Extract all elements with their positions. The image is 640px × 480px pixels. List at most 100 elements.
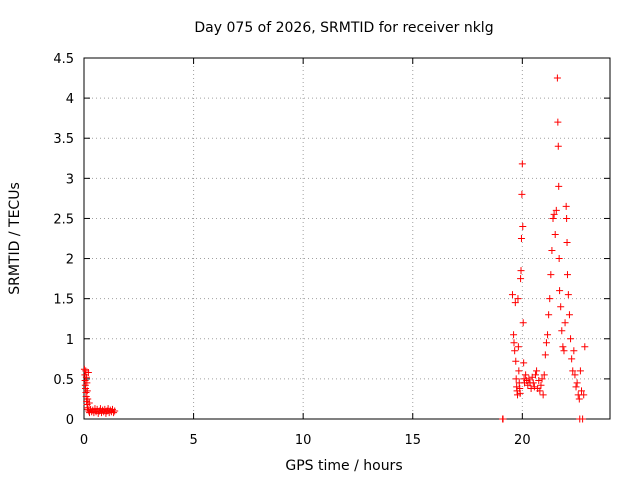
y-tick-label: 1.5 xyxy=(53,293,74,308)
data-point xyxy=(529,379,537,387)
chart-title: Day 075 of 2026, SRMTID for receiver nkl… xyxy=(194,20,493,36)
data-point xyxy=(537,381,545,389)
data-point xyxy=(554,142,562,150)
data-point xyxy=(499,415,507,423)
data-point xyxy=(565,311,573,319)
data-point xyxy=(572,383,580,391)
x-tick-label: 20 xyxy=(514,433,531,448)
data-point xyxy=(569,367,577,375)
plot-area-frame xyxy=(83,57,611,420)
data-point xyxy=(535,376,543,384)
y-tick-label: 0 xyxy=(66,413,74,428)
data-point xyxy=(516,389,524,397)
data-point xyxy=(579,415,587,423)
data-point xyxy=(533,367,541,375)
data-point xyxy=(84,395,92,403)
data-point xyxy=(538,375,546,383)
data-point xyxy=(546,295,554,303)
y-tick-label: 3.5 xyxy=(53,132,74,147)
data-point xyxy=(518,160,526,168)
data-point xyxy=(581,343,589,351)
data-point xyxy=(536,387,544,395)
data-point xyxy=(520,359,528,367)
data-point xyxy=(541,351,549,359)
data-point xyxy=(512,357,520,365)
data-point xyxy=(517,235,525,242)
data-point xyxy=(555,182,563,190)
data-point xyxy=(531,371,539,379)
data-point xyxy=(562,202,570,210)
data-point xyxy=(527,385,535,393)
data-point xyxy=(553,74,561,82)
data-point xyxy=(555,255,563,263)
data-point xyxy=(508,291,516,299)
data-point xyxy=(518,190,526,198)
data-point xyxy=(83,387,91,395)
data-point xyxy=(539,391,547,399)
x-tick-label: 5 xyxy=(189,433,197,448)
data-point xyxy=(561,319,569,327)
data-point xyxy=(564,291,572,299)
data-point xyxy=(514,343,522,351)
data-point xyxy=(84,368,92,376)
data-point xyxy=(519,222,527,230)
grid xyxy=(84,58,610,419)
data-point xyxy=(563,271,571,279)
data-point xyxy=(560,347,568,355)
data-point xyxy=(568,355,576,363)
data-point xyxy=(547,271,555,279)
data-point xyxy=(85,399,93,407)
data-point xyxy=(512,375,520,383)
data-point xyxy=(558,327,566,335)
x-tick-label: 10 xyxy=(295,433,312,448)
data-point xyxy=(111,407,119,415)
y-tick-label: 0.5 xyxy=(53,373,74,388)
y-tick-label: 4 xyxy=(66,92,74,107)
data-point xyxy=(522,371,530,379)
y-tick-label: 2.5 xyxy=(53,212,74,227)
data-point xyxy=(580,391,588,399)
data-point xyxy=(83,379,91,387)
data-point xyxy=(550,210,558,218)
data-series-srmtid xyxy=(80,74,589,423)
data-point xyxy=(545,311,553,319)
data-point xyxy=(551,230,559,238)
data-point xyxy=(517,275,525,283)
data-point xyxy=(567,335,575,343)
data-point xyxy=(573,379,581,387)
data-point xyxy=(549,214,557,222)
tick-labels: 0 0.5 1 1.5 2 2.5 3 3.5 4 4.5 0 5 10 15 20 xyxy=(53,52,530,448)
data-point xyxy=(548,247,556,255)
data-point xyxy=(570,347,578,355)
data-point xyxy=(559,343,567,351)
data-point xyxy=(544,331,552,339)
x-axis-label: GPS time / hours xyxy=(285,458,402,474)
data-point xyxy=(554,118,562,126)
data-point xyxy=(519,319,527,327)
data-point xyxy=(525,375,533,383)
y-tick-label: 2 xyxy=(66,253,74,268)
y-tick-label: 4.5 xyxy=(53,52,74,67)
data-point xyxy=(575,395,583,403)
y-tick-label: 3 xyxy=(66,172,74,187)
data-point xyxy=(556,287,564,295)
data-point xyxy=(571,371,579,379)
data-point xyxy=(578,387,586,395)
y-axis-label: SRMTID / TECUs xyxy=(7,182,23,295)
data-point xyxy=(510,331,518,339)
data-point xyxy=(540,371,548,379)
data-point xyxy=(563,214,571,222)
data-point xyxy=(85,407,93,415)
data-point xyxy=(557,303,565,311)
data-point xyxy=(510,339,518,347)
data-point xyxy=(563,239,571,247)
data-point xyxy=(576,367,584,375)
data-point xyxy=(514,295,522,303)
data-point xyxy=(515,367,523,375)
data-point xyxy=(110,409,118,417)
data-point xyxy=(552,206,560,214)
axis-ticks xyxy=(83,57,610,420)
data-point xyxy=(542,339,550,347)
data-point xyxy=(511,299,519,307)
